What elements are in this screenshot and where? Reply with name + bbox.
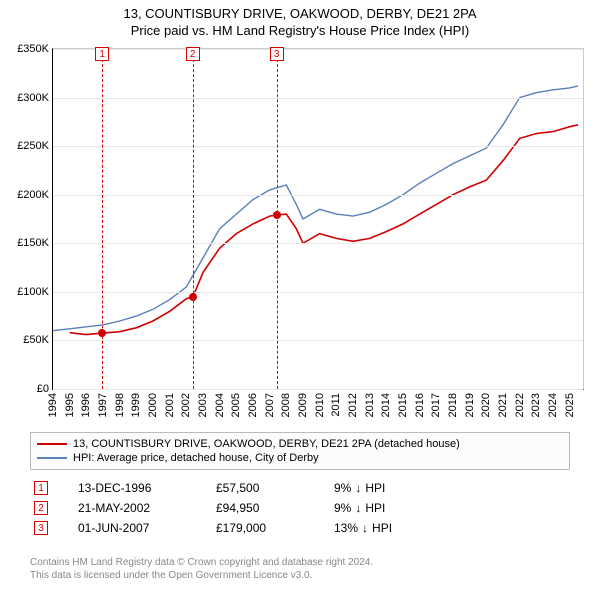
sale-price: £179,000	[216, 521, 316, 535]
chart-container: 13, COUNTISBURY DRIVE, OAKWOOD, DERBY, D…	[0, 0, 600, 590]
y-gridline	[53, 243, 583, 244]
footer-line-1: Contains HM Land Registry data © Crown c…	[30, 556, 373, 569]
sale-dot	[98, 329, 106, 337]
x-axis-label: 2000	[147, 393, 159, 417]
legend-swatch-hpi	[37, 457, 67, 459]
chart-title-address: 13, COUNTISBURY DRIVE, OAKWOOD, DERBY, D…	[0, 6, 600, 21]
reference-line	[102, 49, 103, 389]
chart-subtitle: Price paid vs. HM Land Registry's House …	[0, 23, 600, 38]
x-axis-label: 2007	[264, 393, 276, 417]
y-gridline	[53, 195, 583, 196]
y-gridline	[53, 292, 583, 293]
sale-diff-label: HPI	[365, 481, 385, 495]
x-axis-label: 2019	[464, 393, 476, 417]
x-axis-label: 2022	[514, 393, 526, 417]
x-axis-label: 1997	[97, 393, 109, 417]
x-axis-label: 1994	[47, 393, 59, 417]
sale-dot	[189, 293, 197, 301]
y-axis-label: £350K	[17, 43, 49, 55]
y-gridline	[53, 340, 583, 341]
y-axis-label: £50K	[23, 334, 49, 346]
sale-diff: 9% ↓ HPI	[334, 501, 385, 515]
legend-label-hpi: HPI: Average price, detached house, City…	[73, 452, 319, 464]
x-axis-label: 2024	[547, 393, 559, 417]
sale-date: 13-DEC-1996	[78, 481, 198, 495]
sale-marker-2: 2	[186, 47, 200, 61]
x-axis-label: 2014	[380, 393, 392, 417]
sale-marker-1: 1	[95, 47, 109, 61]
sale-diff-label: HPI	[372, 521, 392, 535]
x-axis-label: 2001	[164, 393, 176, 417]
x-axis-label: 2025	[564, 393, 576, 417]
x-axis-label: 2017	[430, 393, 442, 417]
sale-row: 3 01-JUN-2007 £179,000 13% ↓ HPI	[30, 518, 570, 538]
x-axis-label: 1995	[64, 393, 76, 417]
legend-box: 13, COUNTISBURY DRIVE, OAKWOOD, DERBY, D…	[30, 432, 570, 470]
sale-diff-pct: 9%	[334, 481, 351, 495]
legend-swatch-property	[37, 443, 67, 445]
sale-diff: 13% ↓ HPI	[334, 521, 392, 535]
footer-line-2: This data is licensed under the Open Gov…	[30, 569, 373, 582]
arrow-down-icon: ↓	[355, 501, 361, 515]
x-axis-label: 2010	[314, 393, 326, 417]
y-axis-label: £300K	[17, 92, 49, 104]
sale-price: £94,950	[216, 501, 316, 515]
sale-dot	[273, 211, 281, 219]
x-axis-label: 2013	[364, 393, 376, 417]
x-axis-label: 2021	[497, 393, 509, 417]
legend-item-property: 13, COUNTISBURY DRIVE, OAKWOOD, DERBY, D…	[37, 437, 563, 451]
x-axis-label: 2009	[297, 393, 309, 417]
x-axis-label: 2018	[447, 393, 459, 417]
sales-table: 1 13-DEC-1996 £57,500 9% ↓ HPI 2 21-MAY-2002 £94…	[30, 478, 570, 538]
x-axis-label: 1999	[130, 393, 142, 417]
sale-marker-3: 3	[270, 47, 284, 61]
reference-line	[193, 49, 194, 389]
sale-row: 2 21-MAY-2002 £94,950 9% ↓ HPI	[30, 498, 570, 518]
y-axis-label: £250K	[17, 140, 49, 152]
sale-row: 1 13-DEC-1996 £57,500 9% ↓ HPI	[30, 478, 570, 498]
title-block: 13, COUNTISBURY DRIVE, OAKWOOD, DERBY, D…	[0, 0, 600, 38]
chart-lines	[53, 49, 583, 389]
arrow-down-icon: ↓	[355, 481, 361, 495]
y-axis-label: £100K	[17, 286, 49, 298]
x-axis-label: 2003	[197, 393, 209, 417]
sale-row-marker: 2	[34, 501, 48, 515]
x-axis-label: 2006	[247, 393, 259, 417]
x-axis-label: 2011	[330, 393, 342, 417]
y-gridline	[53, 49, 583, 50]
x-axis-label: 2012	[347, 393, 359, 417]
x-axis-label: 2015	[397, 393, 409, 417]
x-axis-label: 2016	[414, 393, 426, 417]
x-axis-label: 2002	[180, 393, 192, 417]
sale-diff-label: HPI	[365, 501, 385, 515]
x-axis-label: 2023	[530, 393, 542, 417]
y-axis-label: £150K	[17, 237, 49, 249]
sale-row-marker: 3	[34, 521, 48, 535]
x-axis-label: 2004	[214, 393, 226, 417]
sale-diff-pct: 13%	[334, 521, 358, 535]
y-gridline	[53, 389, 583, 390]
legend-label-property: 13, COUNTISBURY DRIVE, OAKWOOD, DERBY, D…	[73, 438, 460, 450]
series-hpi	[53, 86, 578, 331]
plot-area: £0£50K£100K£150K£200K£250K£300K£350K1994…	[52, 48, 584, 390]
series-property	[70, 125, 578, 335]
sale-date: 01-JUN-2007	[78, 521, 198, 535]
y-gridline	[53, 146, 583, 147]
arrow-down-icon: ↓	[362, 521, 368, 535]
footer-attribution: Contains HM Land Registry data © Crown c…	[30, 556, 373, 582]
legend-item-hpi: HPI: Average price, detached house, City…	[37, 451, 563, 465]
sale-diff-pct: 9%	[334, 501, 351, 515]
y-axis-label: £200K	[17, 189, 49, 201]
x-axis-label: 2005	[230, 393, 242, 417]
sale-price: £57,500	[216, 481, 316, 495]
x-axis-label: 1996	[80, 393, 92, 417]
x-axis-label: 2008	[280, 393, 292, 417]
sale-diff: 9% ↓ HPI	[334, 481, 385, 495]
x-axis-label: 2020	[480, 393, 492, 417]
y-gridline	[53, 98, 583, 99]
x-axis-label: 1998	[114, 393, 126, 417]
sale-date: 21-MAY-2002	[78, 501, 198, 515]
sale-row-marker: 1	[34, 481, 48, 495]
